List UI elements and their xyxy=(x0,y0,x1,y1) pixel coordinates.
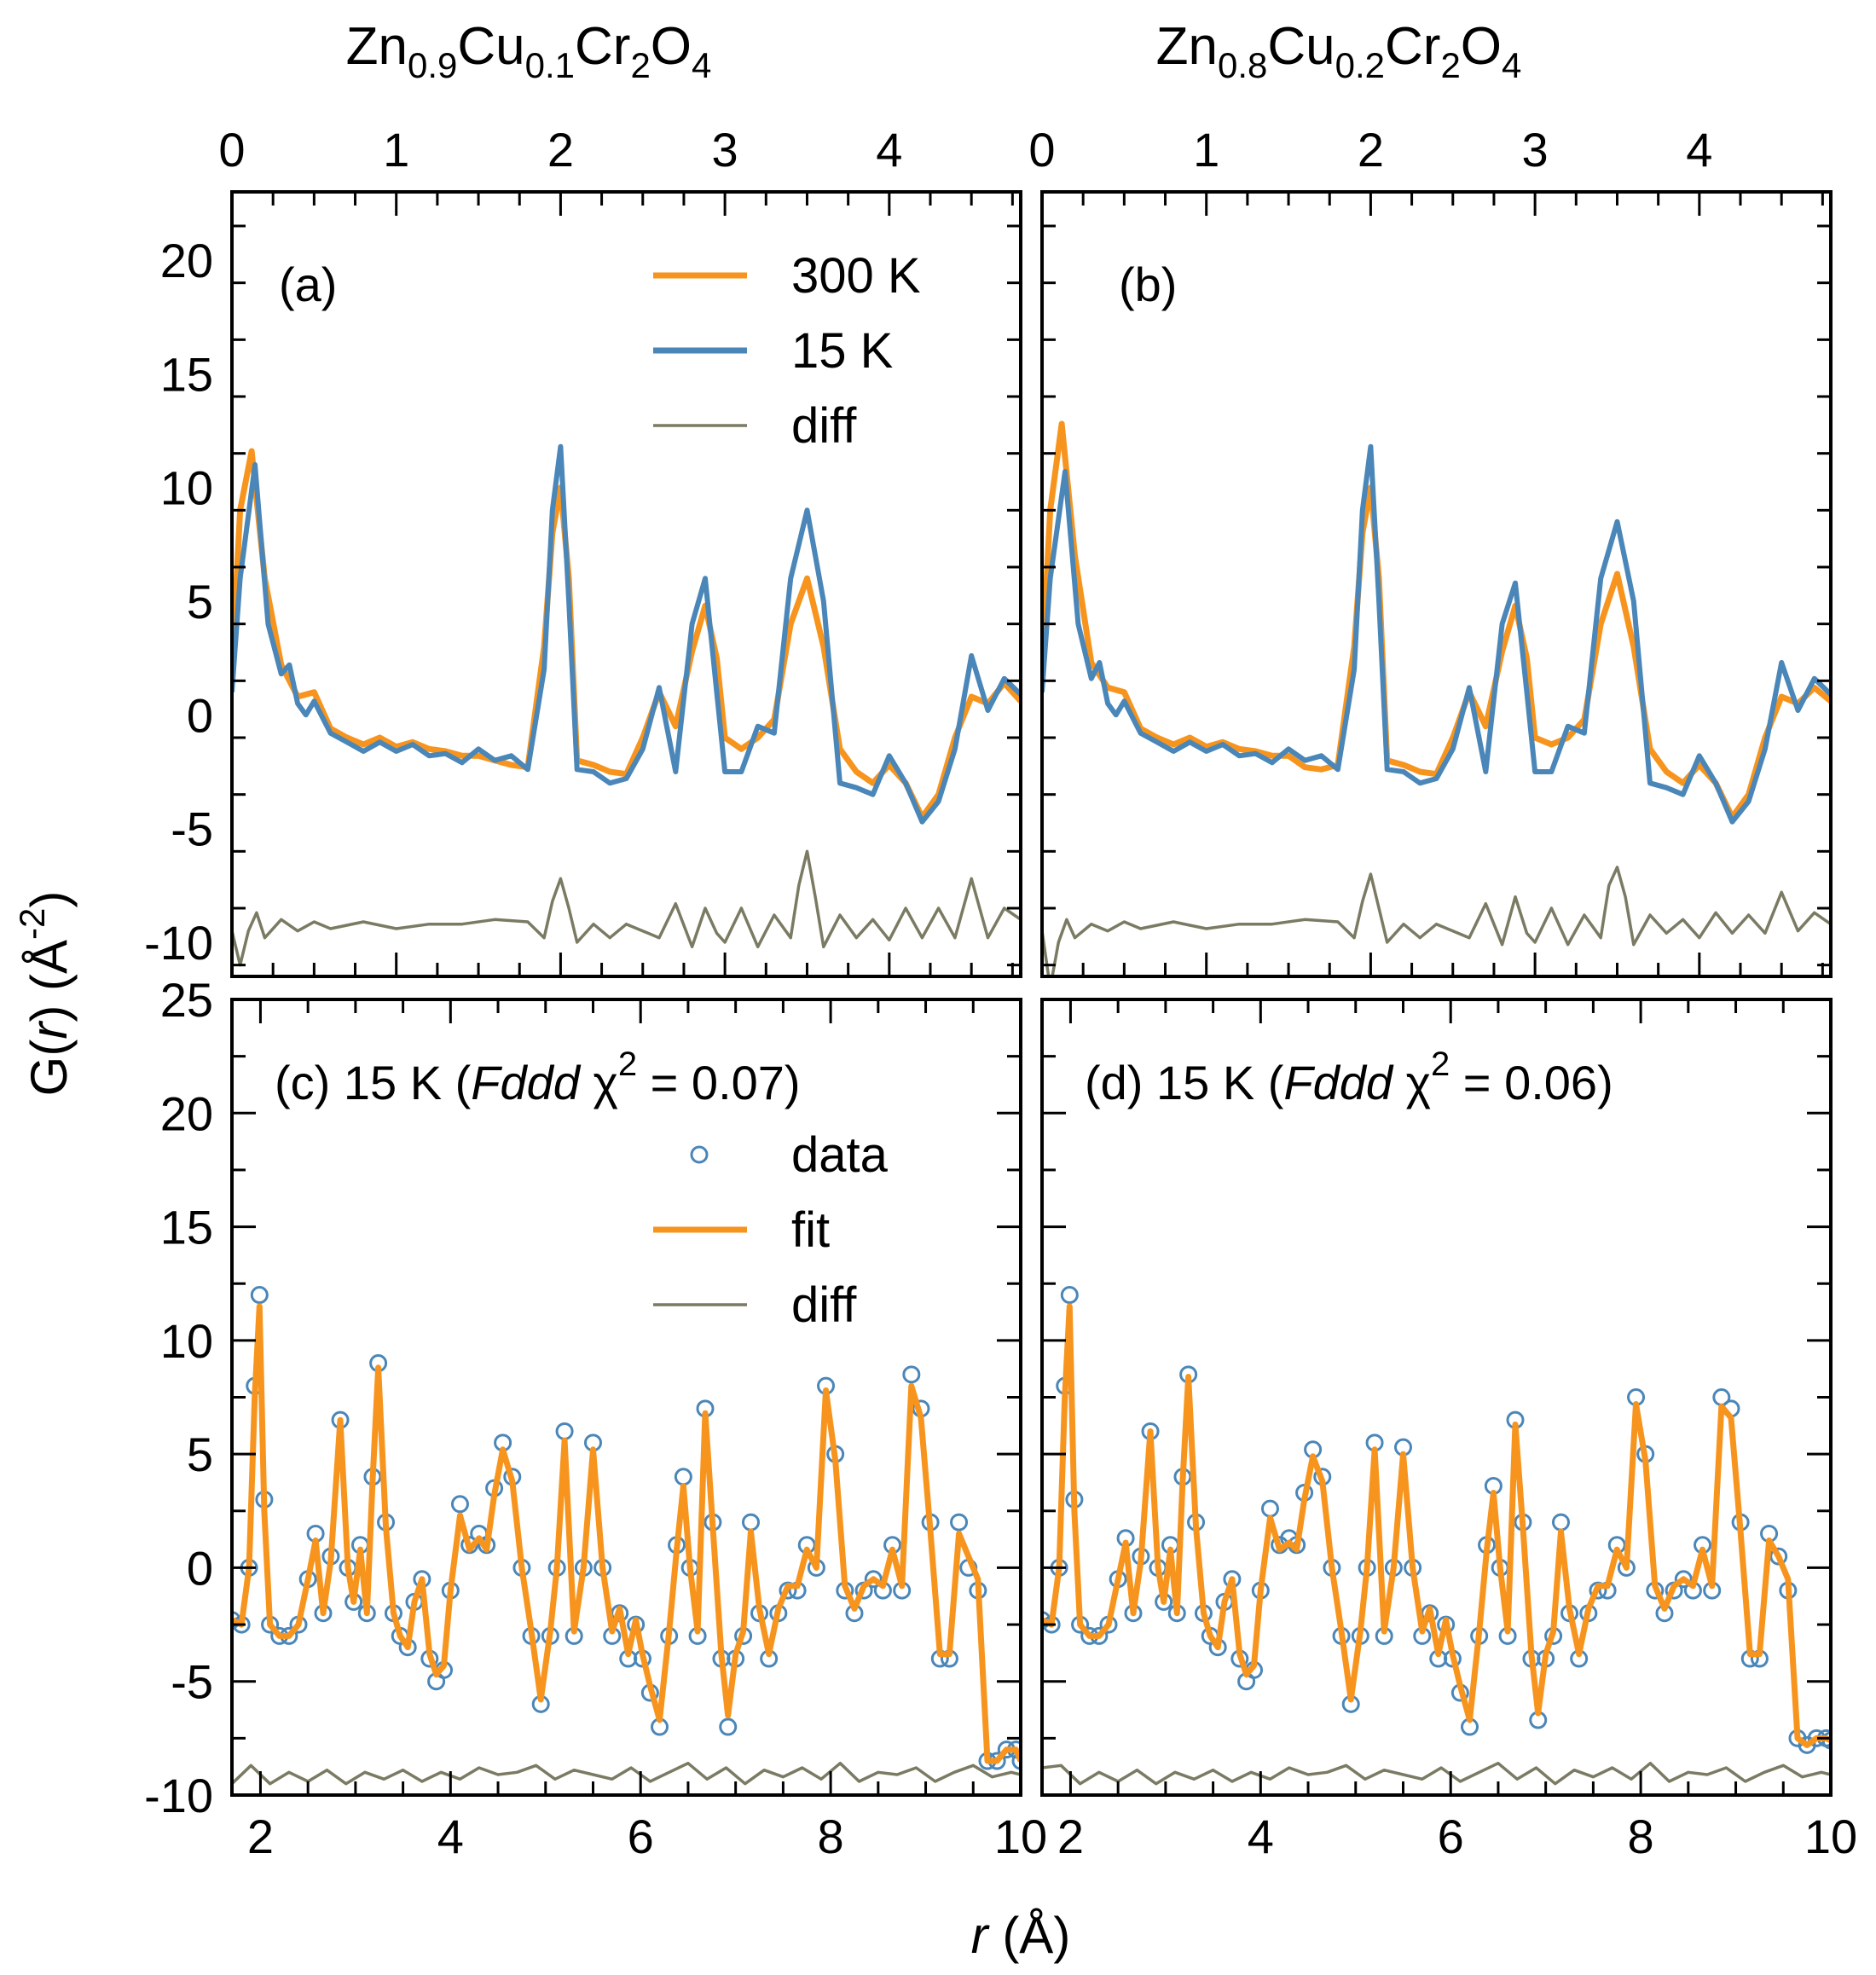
series-fit xyxy=(1042,1303,1831,1748)
data-point xyxy=(741,1513,760,1532)
data-point xyxy=(950,1513,969,1532)
plot-area xyxy=(1042,1286,1831,1786)
legend-marker xyxy=(690,1145,709,1164)
legend-label: data xyxy=(791,1127,889,1183)
series-15-k xyxy=(1042,443,1831,825)
x-tick-label: 4 xyxy=(437,1810,464,1863)
panel-label: (c) 15 K (Fddd χ2 = 0.07) xyxy=(275,1045,801,1109)
x-tick-label: 2 xyxy=(1358,123,1384,177)
x-tick-label: 0 xyxy=(1028,123,1055,177)
plot-area xyxy=(232,443,1021,967)
x-tick-label: 10 xyxy=(994,1810,1047,1863)
x-tick-label: 0 xyxy=(218,123,245,177)
data-point xyxy=(864,1570,883,1589)
plot-area xyxy=(232,1286,1021,1786)
y-tick-label: 10 xyxy=(160,461,213,515)
legend: 300 K 15 K diff xyxy=(653,248,921,454)
y-tick-label: -10 xyxy=(144,916,213,970)
panel-frame xyxy=(230,998,1022,1797)
data-point xyxy=(250,1286,269,1305)
panel-d: 2 4 6 8 10 (d) 15 K (Fddd χ2 = 0.06) xyxy=(1040,998,1857,1863)
x-tick-label: 2 xyxy=(547,123,574,177)
data-point xyxy=(674,1468,692,1486)
y-tick-label: 10 xyxy=(160,1314,213,1368)
y-tick-label: 20 xyxy=(160,1086,213,1140)
panel-frame xyxy=(1040,998,1833,1797)
y-tick-label: 5 xyxy=(187,1428,213,1481)
x-tick-label: 3 xyxy=(712,123,738,177)
y-tick-label: 20 xyxy=(160,234,213,287)
y-axis-label: G(r) (Å-2) xyxy=(12,891,78,1097)
panel-frame xyxy=(230,190,1022,978)
y-tick-label: -5 xyxy=(171,802,213,856)
top-title-left: Zn0.9​Cu0.1​Cr2​O4​ xyxy=(346,17,712,85)
y-tick-label: 15 xyxy=(160,347,213,401)
x-tick-label: 8 xyxy=(1628,1810,1654,1863)
data-point xyxy=(1011,1752,1021,1770)
data-point xyxy=(1674,1570,1693,1589)
legend-label: diff xyxy=(791,398,857,454)
x-tick-label: 2 xyxy=(247,1810,274,1863)
panel-a: -10 -5 0 5 10 15 20 0 1 2 3 4 (a) 300 K 15 K diff xyxy=(144,123,1022,978)
y-tick-label: 15 xyxy=(160,1201,213,1254)
legend: data fit diff xyxy=(653,1127,889,1333)
x-tick-label: 1 xyxy=(1193,123,1219,177)
series-diff xyxy=(232,849,1021,967)
legend-label: 15 K xyxy=(791,323,894,379)
panel-label: (b) xyxy=(1119,258,1177,311)
y-tick-label: 0 xyxy=(187,688,213,742)
plot-area xyxy=(1042,420,1831,976)
x-tick-label: 6 xyxy=(628,1810,654,1863)
x-tick-label: 8 xyxy=(818,1810,844,1863)
x-tick-label: 4 xyxy=(1686,123,1712,177)
series-300-k xyxy=(1042,420,1831,820)
data-point xyxy=(779,1581,797,1600)
y-tick-label: 0 xyxy=(187,1541,213,1595)
legend-label: 300 K xyxy=(791,248,921,304)
series-15-k xyxy=(232,443,1021,825)
panel-b: 0 1 2 3 4 (b) xyxy=(1028,123,1833,978)
series-300-k xyxy=(232,448,1021,820)
y-tick-label: 5 xyxy=(187,575,213,628)
panel-label: (a) xyxy=(279,258,337,311)
data-point xyxy=(450,1495,469,1514)
series-diff xyxy=(232,1761,1021,1786)
legend-label: diff xyxy=(791,1277,857,1333)
panel-c: -10 -5 0 5 10 15 20 25 2 4 6 8 10 (c) 15 K (Fddd χ2 =… xyxy=(144,973,1047,1863)
data-point xyxy=(719,1717,738,1736)
panel-label: (d) 15 K (Fddd χ2 = 0.06) xyxy=(1085,1045,1613,1109)
series-diff xyxy=(1042,866,1831,976)
x-tick-label: 6 xyxy=(1438,1810,1464,1863)
series-fit xyxy=(232,1303,1021,1764)
panel-frame xyxy=(1040,190,1833,978)
x-tick-label: 1 xyxy=(383,123,409,177)
data-point xyxy=(555,1422,574,1440)
x-tick-label: 2 xyxy=(1057,1810,1084,1863)
x-tick-label: 10 xyxy=(1804,1810,1857,1863)
y-tick-label: -10 xyxy=(144,1769,213,1822)
data-point xyxy=(1551,1513,1570,1532)
x-axis-label: r (Å) xyxy=(971,1907,1071,1964)
data-point xyxy=(902,1365,921,1384)
data-point xyxy=(1260,1499,1279,1518)
y-tick-label: -5 xyxy=(171,1655,213,1709)
series-diff xyxy=(1042,1761,1831,1786)
x-tick-label: 4 xyxy=(876,123,902,177)
data-point xyxy=(1060,1286,1079,1305)
top-title-right: Zn0.8​Cu0.2​Cr2​O4​ xyxy=(1156,17,1522,85)
y-tick-label: 25 xyxy=(160,973,213,1027)
x-tick-label: 4 xyxy=(1248,1810,1274,1863)
data-point xyxy=(1589,1581,1607,1600)
x-tick-label: 3 xyxy=(1522,123,1549,177)
legend-label: fit xyxy=(791,1202,830,1258)
